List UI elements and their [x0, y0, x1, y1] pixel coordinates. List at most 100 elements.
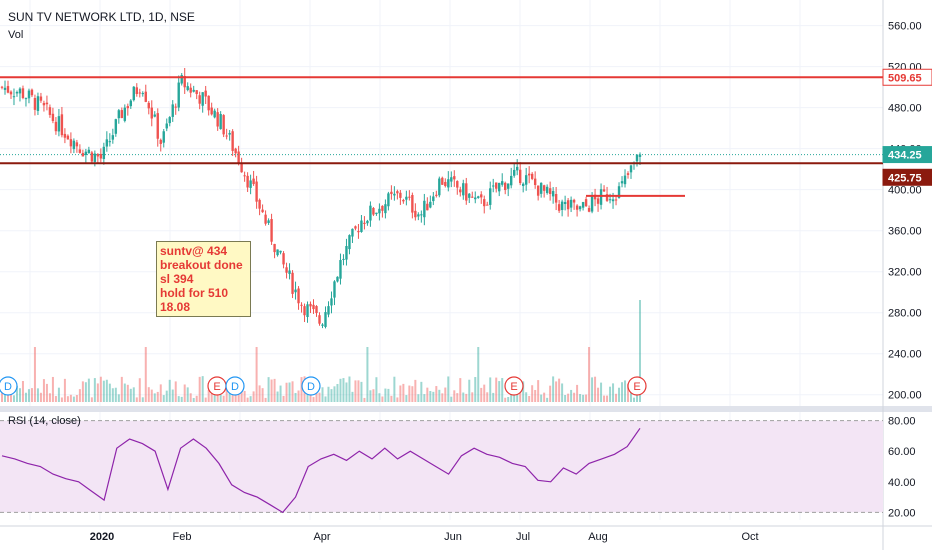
volume-bar	[255, 347, 258, 402]
annotation-note[interactable]: suntv@ 434 breakout done sl 394 hold for…	[156, 241, 251, 317]
volume-bar	[375, 377, 378, 402]
candle-body	[249, 180, 252, 188]
candle-body	[557, 204, 561, 211]
event-marker	[627, 376, 647, 396]
price-tag	[882, 146, 932, 164]
volume-bar	[138, 378, 141, 402]
volume-bar	[207, 389, 210, 402]
event-marker-label: E	[213, 381, 220, 393]
candle-body	[429, 201, 432, 208]
candle-body	[171, 104, 174, 117]
candle-body	[405, 196, 408, 200]
volume-bar	[174, 381, 177, 402]
candle-body	[30, 89, 34, 96]
candle-body	[626, 173, 630, 175]
candle-body	[258, 199, 261, 209]
volume-bar	[336, 383, 339, 402]
candle-body	[354, 226, 357, 229]
candle-body	[147, 102, 150, 109]
candle-body	[153, 114, 156, 117]
volume-bar	[246, 397, 249, 402]
volume-bar	[186, 387, 189, 402]
volume-bar	[222, 395, 225, 402]
volume-bar	[633, 397, 636, 402]
volume-bar	[90, 397, 93, 402]
candle-body	[3, 87, 7, 90]
volume-bar	[348, 376, 351, 402]
volume-bar	[240, 389, 243, 402]
candle-body	[393, 193, 396, 196]
volume-bar	[249, 396, 252, 402]
candle-body	[605, 194, 609, 201]
volume-bar	[537, 380, 540, 402]
candle-body	[483, 199, 486, 207]
pane-separator	[0, 406, 932, 412]
candle-body	[36, 96, 40, 111]
candle-body	[174, 106, 177, 108]
volume-bar	[99, 376, 102, 402]
candle-body	[75, 142, 79, 147]
candle-body	[441, 177, 444, 185]
volume-bar	[480, 387, 483, 402]
candle-body	[629, 165, 633, 173]
candle-body	[411, 194, 414, 213]
time-tick-label: Jul	[516, 531, 530, 543]
volume-bar	[594, 376, 597, 402]
note-line: sl 394	[160, 272, 194, 286]
candle-body	[78, 149, 82, 153]
volume-bar	[291, 381, 294, 402]
candle-body	[81, 153, 85, 157]
rsi-label[interactable]: RSI (14, close)	[8, 415, 81, 427]
volume-bar	[624, 380, 627, 402]
candle-body	[584, 199, 588, 207]
volume-bar	[417, 394, 420, 402]
candle-body	[288, 270, 291, 274]
volume-bar	[342, 378, 345, 402]
event-marker	[225, 376, 245, 396]
candle-body	[384, 204, 387, 214]
volume-bar	[378, 393, 381, 402]
candle-body	[111, 135, 115, 140]
candle-body	[189, 87, 192, 93]
candle-body	[438, 178, 441, 196]
candle-body	[222, 115, 225, 135]
volume-label[interactable]: Vol	[8, 29, 24, 41]
candle-body	[300, 304, 303, 306]
candle-body	[611, 199, 615, 202]
volume-bar	[357, 380, 360, 402]
candle-body	[60, 114, 64, 136]
candle-body	[108, 141, 112, 143]
volume-bar	[108, 383, 111, 402]
candle-body	[402, 199, 405, 202]
candle-body	[195, 90, 198, 95]
volume-bar	[543, 392, 546, 402]
price-tag-label: 434.25	[888, 150, 922, 162]
candle-body	[177, 82, 180, 108]
volume-bar	[54, 396, 57, 402]
candle-body	[593, 194, 597, 200]
candle-body	[18, 88, 22, 94]
volume-bar	[570, 389, 573, 402]
volume-bar	[27, 389, 30, 402]
candle-body	[548, 188, 552, 194]
volume-bar	[582, 394, 585, 402]
candle-body	[462, 183, 465, 196]
candle-body	[324, 312, 327, 327]
candle-body	[165, 123, 168, 129]
candle-body	[210, 107, 213, 115]
symbol-title[interactable]: SUN TV NETWORK LTD, 1D, NSE	[8, 10, 195, 24]
candle-body	[318, 315, 321, 324]
volume-bar	[189, 393, 192, 402]
volume-bar	[483, 384, 486, 402]
volume-bar	[162, 395, 165, 402]
volume-bar	[534, 389, 537, 402]
rsi-line	[1, 427, 641, 514]
volume-bar	[504, 397, 507, 402]
volume-bar	[501, 378, 504, 402]
volume-bar	[294, 392, 297, 402]
candle-body	[255, 181, 258, 202]
volume-bar	[279, 385, 282, 402]
candle-body	[333, 281, 336, 298]
